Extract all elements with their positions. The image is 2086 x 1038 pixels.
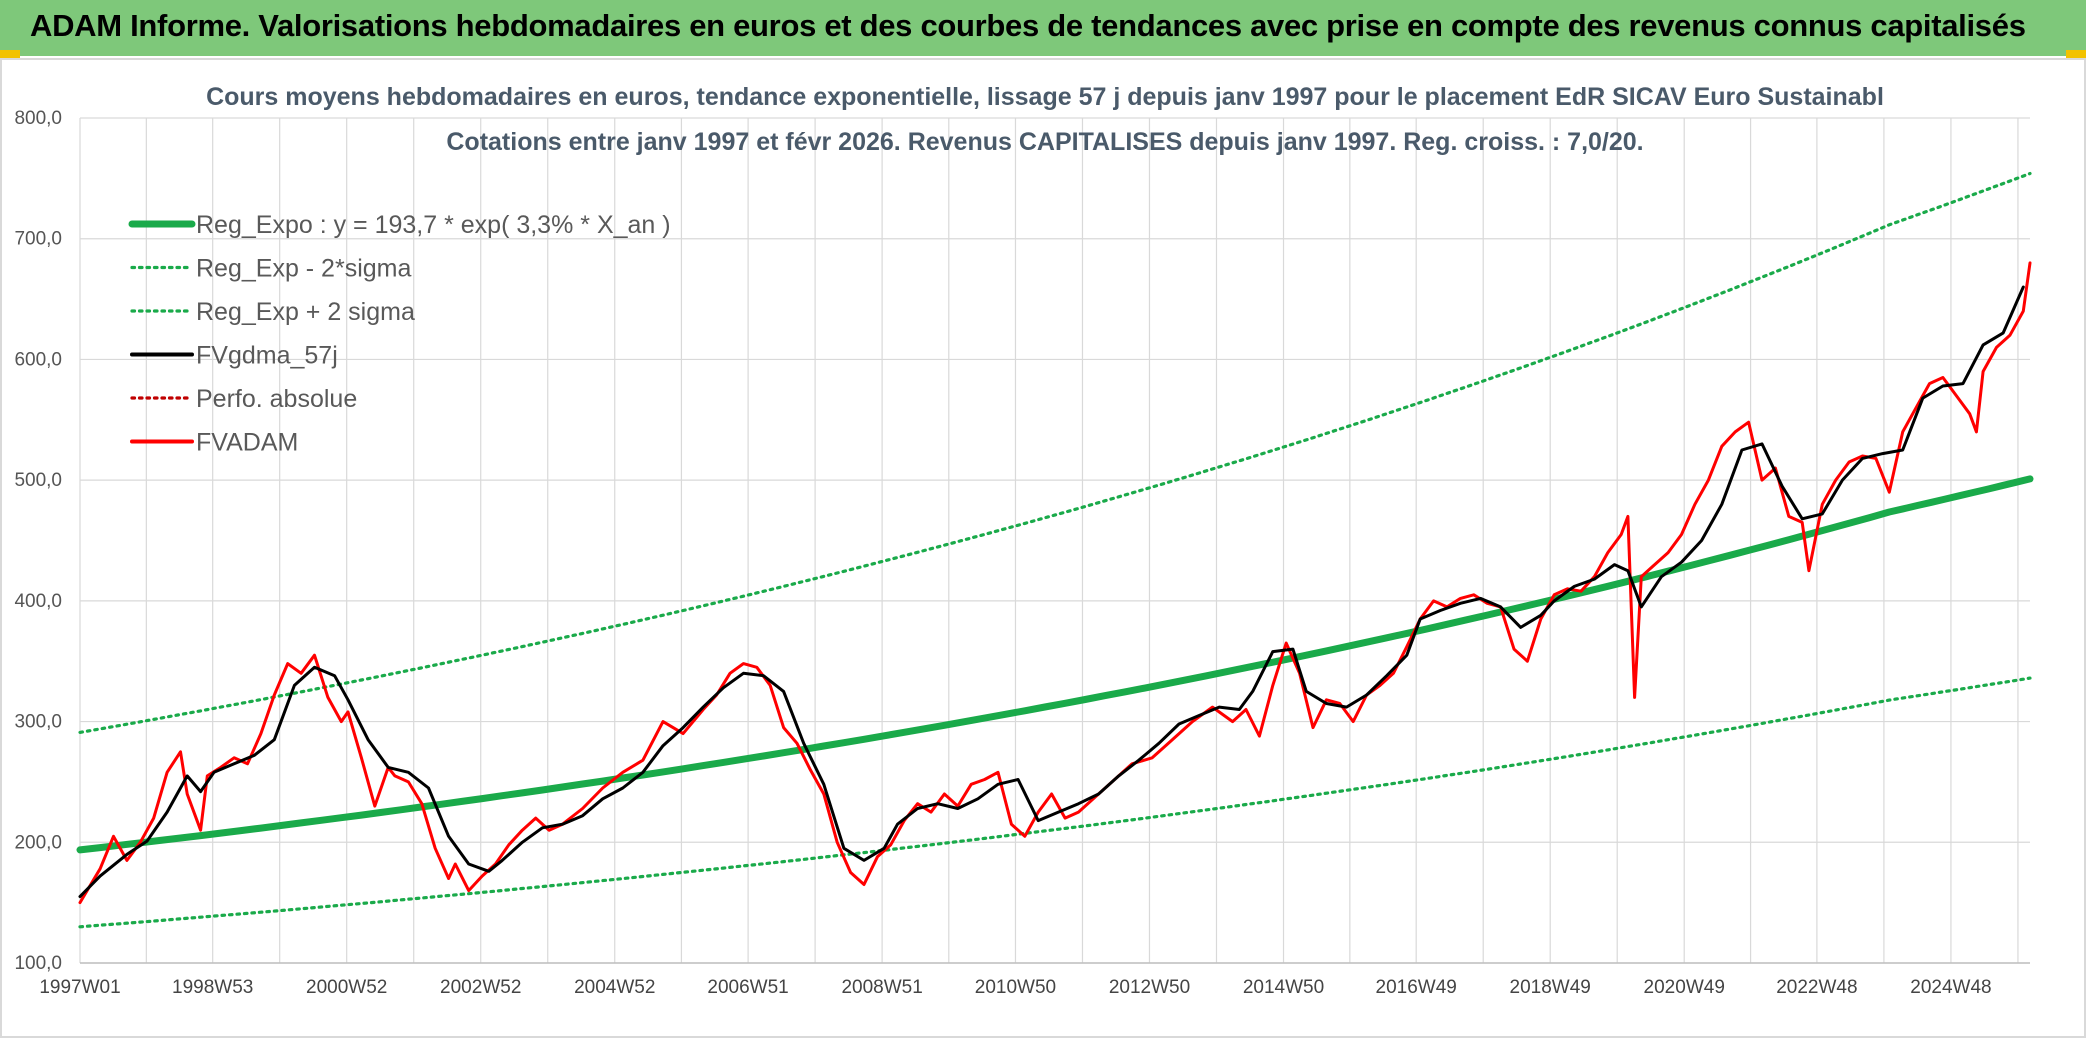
legend-label: Reg_Exp + 2 sigma bbox=[196, 298, 415, 326]
y-tick-label: 400,0 bbox=[14, 591, 62, 612]
y-tick-label: 700,0 bbox=[14, 229, 62, 250]
x-tick-label: 2006W51 bbox=[707, 977, 788, 998]
x-tick-label: 2010W50 bbox=[975, 977, 1056, 998]
series-line-1 bbox=[78, 676, 2032, 929]
x-tick-label: 1998W53 bbox=[172, 977, 253, 998]
grid-lines bbox=[79, 117, 2030, 964]
y-tick-label: 800,0 bbox=[14, 108, 62, 129]
chart-title: Cours moyens hebdomadaires en euros, ten… bbox=[206, 83, 1884, 111]
banner-title: ADAM Informe. Valorisations hebdomadaire… bbox=[30, 8, 2026, 43]
legend-label: Reg_Expo : y = 193,7 * exp( 3,3% * X_an … bbox=[196, 211, 671, 239]
y-tick-label: 300,0 bbox=[14, 712, 62, 733]
series-lines bbox=[76, 171, 2034, 929]
y-tick-label: 500,0 bbox=[14, 470, 62, 491]
x-tick-label: 2012W50 bbox=[1109, 977, 1190, 998]
x-tick-label: 2020W49 bbox=[1644, 977, 1725, 998]
x-tick-label: 2018W49 bbox=[1510, 977, 1591, 998]
series-line-2 bbox=[78, 171, 2032, 734]
corner-accent-left bbox=[0, 50, 20, 58]
x-tick-label: 2016W49 bbox=[1376, 977, 1457, 998]
x-axis-ticks: 1997W01 1998W53 2000W52 2002W52 2004W52 2006W… bbox=[39, 977, 1991, 998]
y-tick-label: 600,0 bbox=[14, 349, 62, 370]
x-tick-label: 2004W52 bbox=[574, 977, 655, 998]
banner-bar bbox=[0, 0, 2086, 56]
series-line-3 bbox=[78, 285, 2025, 899]
x-tick-label: 2002W52 bbox=[440, 977, 521, 998]
legend: Reg_Expo : y = 193,7 * exp( 3,3% * X_an … bbox=[128, 211, 671, 457]
y-tick-label: 200,0 bbox=[14, 832, 62, 853]
x-tick-label: 2000W52 bbox=[306, 977, 387, 998]
chart-area: 100,0 200,0 300,0 400,0 500,0 600,0 700,0 800,0… bbox=[0, 58, 2086, 1038]
y-axis-ticks: 100,0 200,0 300,0 400,0 500,0 600,0 700,0 800,0 bbox=[14, 108, 62, 974]
line-chart: 100,0 200,0 300,0 400,0 500,0 600,0 700,0 800,0… bbox=[14, 83, 2034, 998]
x-tick-label: 2022W48 bbox=[1776, 977, 1857, 998]
y-tick-label: 100,0 bbox=[14, 953, 62, 974]
legend-label: Reg_Exp - 2*sigma bbox=[196, 255, 411, 283]
x-tick-label: 2024W48 bbox=[1910, 977, 1991, 998]
x-tick-label: 2014W50 bbox=[1243, 977, 1324, 998]
series-line-0 bbox=[76, 475, 2034, 854]
x-tick-label: 1997W01 bbox=[39, 977, 120, 998]
legend-label: Perfo. absolue bbox=[196, 385, 357, 413]
x-tick-label: 2008W51 bbox=[841, 977, 922, 998]
legend-label: FVADAM bbox=[196, 429, 298, 457]
legend-label: FVgdma_57j bbox=[196, 342, 338, 370]
corner-accent-right bbox=[2066, 50, 2086, 58]
chart-subtitle: Cotations entre janv 1997 et févr 2026. … bbox=[446, 128, 1643, 156]
